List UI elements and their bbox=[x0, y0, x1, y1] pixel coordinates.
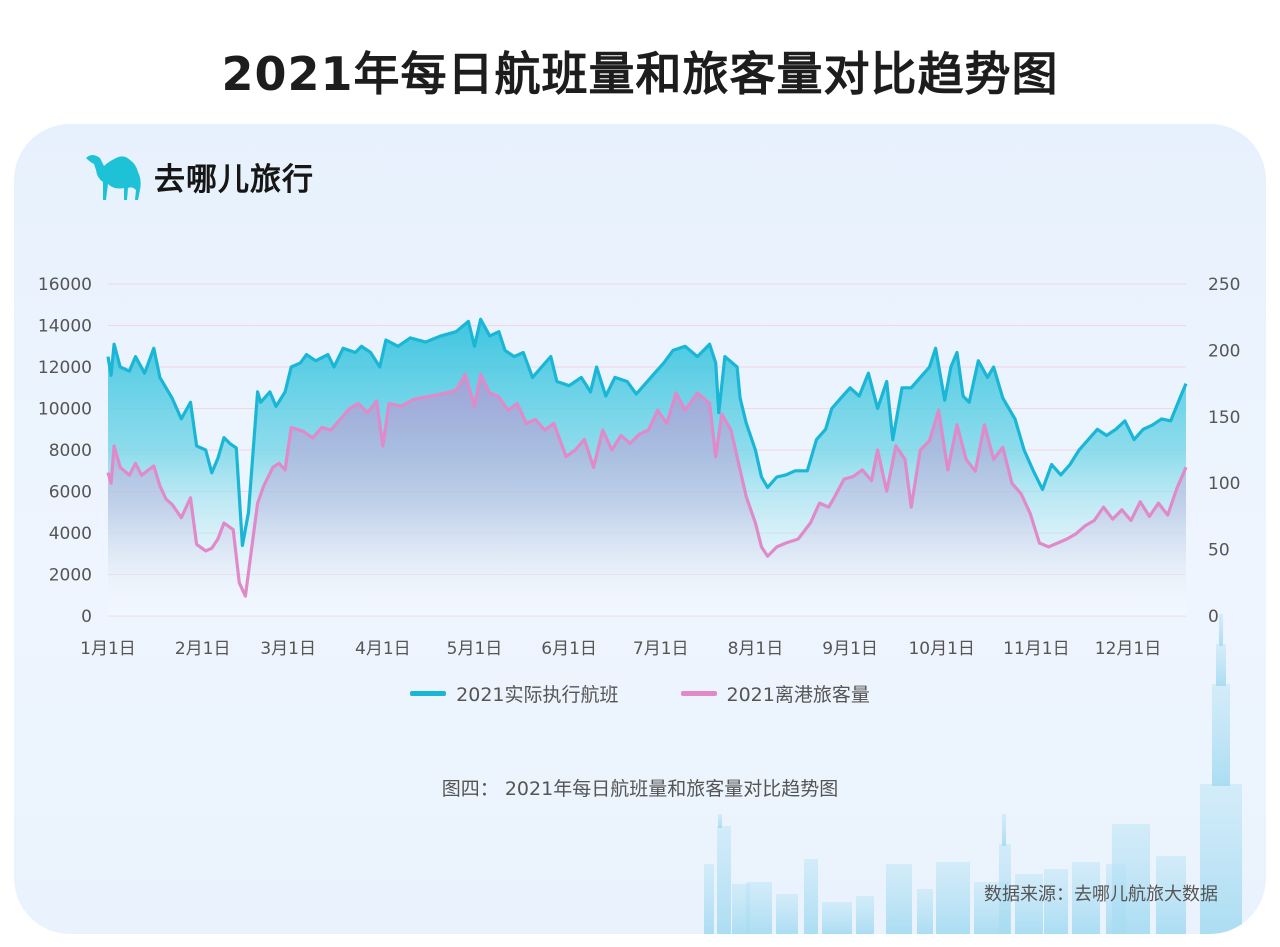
x-tick-label: 11月1日 bbox=[1003, 639, 1069, 659]
legend-label-passengers: 2021离港旅客量 bbox=[726, 684, 870, 706]
x-tick-label: 6月1日 bbox=[541, 639, 597, 659]
y-left-tick-label: 6000 bbox=[49, 483, 92, 503]
series-line-flights bbox=[106, 317, 1188, 547]
x-tick-label: 12月1日 bbox=[1095, 639, 1161, 659]
y-left-tick-label: 14000 bbox=[38, 317, 92, 337]
city-skyline-illustration bbox=[704, 614, 1242, 934]
legend-swatch-flights bbox=[410, 691, 447, 696]
x-tick-label: 5月1日 bbox=[447, 639, 503, 659]
y-left-tick-label: 2000 bbox=[49, 566, 92, 586]
legend-item-flights: 2021实际执行航班 bbox=[410, 680, 619, 707]
x-tick-label: 2月1日 bbox=[175, 639, 231, 659]
y-left-tick-label: 8000 bbox=[49, 441, 92, 461]
line-chart: 0 2000 4000 6000 8000 10000 12000 14000 16000 0 50… bbox=[38, 275, 1241, 659]
legend-swatch-passengers bbox=[680, 691, 717, 696]
x-tick-label: 10月1日 bbox=[908, 639, 974, 659]
brand-name: 去哪儿旅行 bbox=[154, 161, 314, 198]
y-right-tick-label: 200 bbox=[1208, 341, 1240, 361]
y-left-tick-label: 4000 bbox=[49, 524, 92, 544]
x-tick-label: 7月1日 bbox=[633, 639, 689, 659]
y-right-tick-label: 250 bbox=[1208, 275, 1240, 295]
y-left-tick-label: 10000 bbox=[38, 400, 92, 420]
y-right-tick-label: 100 bbox=[1208, 474, 1240, 494]
x-tick-label: 3月1日 bbox=[260, 639, 316, 659]
brand-logo: 去哪儿旅行 bbox=[84, 148, 314, 204]
y-right-tick-label: 50 bbox=[1208, 541, 1230, 561]
y-right-tick-label: 0 bbox=[1208, 607, 1219, 627]
y-right-tick-label: 150 bbox=[1208, 408, 1240, 428]
figure-caption: 图四： 2021年每日航班量和旅客量对比趋势图 bbox=[441, 778, 839, 800]
series-area-passengers bbox=[108, 374, 1186, 616]
series-line-passengers bbox=[106, 372, 1188, 598]
chart-card: 去哪儿旅行 0 2000 4000 6000 8000 10000 12000 14000 16… bbox=[14, 124, 1266, 934]
chart-legend: 2021实际执行航班 2021离港旅客量 bbox=[14, 680, 1266, 707]
y-left-tick-label: 16000 bbox=[38, 275, 92, 295]
data-source-note: 数据来源：去哪儿航旅大数据 bbox=[984, 884, 1218, 905]
y-left-tick-label: 12000 bbox=[38, 358, 92, 378]
camel-logo-icon bbox=[86, 155, 141, 200]
legend-label-flights: 2021实际执行航班 bbox=[456, 684, 619, 706]
x-tick-label: 8月1日 bbox=[728, 639, 784, 659]
x-tick-label: 1月1日 bbox=[80, 639, 136, 659]
x-tick-label: 4月1日 bbox=[355, 639, 411, 659]
y-left-tick-label: 0 bbox=[81, 607, 92, 627]
page-title: 2021年每日航班量和旅客量对比趋势图 bbox=[221, 47, 1059, 101]
legend-item-passengers: 2021离港旅客量 bbox=[680, 680, 870, 707]
x-tick-label: 9月1日 bbox=[822, 639, 878, 659]
